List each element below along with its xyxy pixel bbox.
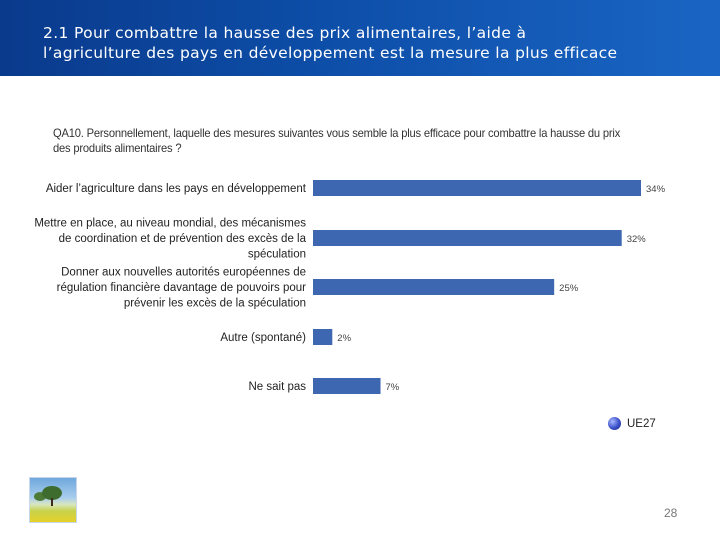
- category-label-1: Mettre en place, au niveau mondial, des …: [34, 218, 306, 261]
- value-label-0: 34%: [646, 184, 666, 195]
- value-label-1: 32%: [627, 234, 647, 245]
- bar-1: [313, 230, 622, 246]
- logo-tree-small: [34, 492, 46, 501]
- chart-legend: UE27: [608, 417, 656, 430]
- logo-tree-trunk: [51, 498, 53, 506]
- value-label-3: 2%: [337, 333, 351, 344]
- category-label-line: Autre (spontané): [220, 332, 306, 344]
- bar-3: [313, 329, 333, 345]
- landscape-logo-icon: [29, 477, 77, 523]
- category-label-line: prévenir les excès de la spéculation: [124, 298, 306, 310]
- bar-2: [313, 279, 555, 295]
- legend-label: UE27: [627, 417, 656, 430]
- page-title: 2.1 Pour combattre la hausse des prix al…: [43, 24, 618, 62]
- value-label-2: 25%: [559, 283, 579, 294]
- survey-question: QA10. Personnellement, laquelle des mesu…: [53, 126, 621, 155]
- legend-dot-icon: [608, 417, 621, 430]
- category-label-3: Autre (spontané): [220, 332, 306, 344]
- bar-0: [313, 180, 641, 196]
- logo-tree: [42, 486, 62, 500]
- category-label-0: Aider l’agriculture dans les pays en dév…: [46, 183, 307, 195]
- category-label-4: Ne sait pas: [248, 381, 306, 393]
- category-label-2: Donner aux nouvelles autorités européenn…: [57, 267, 307, 310]
- header-banner: 2.1 Pour combattre la hausse des prix al…: [0, 0, 720, 76]
- bar-4: [313, 378, 381, 394]
- category-label-line: Ne sait pas: [248, 381, 306, 393]
- category-label-line: spéculation: [248, 249, 306, 261]
- category-label-line: Mettre en place, au niveau mondial, des …: [34, 218, 306, 230]
- page-number: 28: [664, 506, 678, 520]
- value-label-4: 7%: [386, 382, 400, 393]
- category-label-line: Aider l’agriculture dans les pays en dév…: [46, 183, 307, 195]
- category-label-line: de coordination et de prévention des exc…: [59, 233, 307, 245]
- category-label-line: régulation financière davantage de pouvo…: [57, 282, 307, 294]
- category-label-line: Donner aux nouvelles autorités européenn…: [61, 267, 306, 279]
